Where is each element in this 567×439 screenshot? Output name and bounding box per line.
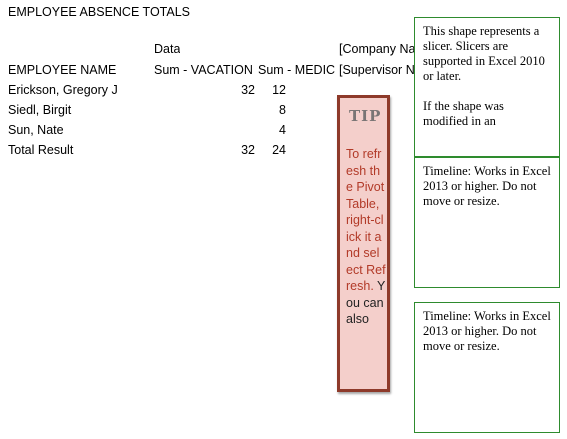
table-row-vacation: 32: [241, 83, 255, 97]
table-row-name: Siedl, Birgit: [8, 103, 72, 117]
table-row-medical: 12: [272, 83, 286, 97]
tip-shape[interactable]: TIP: [337, 95, 390, 392]
table-row-medical: 8: [279, 103, 286, 117]
slicer-note-text: This shape represents a slicer. Slicers …: [423, 24, 545, 83]
tip-overflow-text: You can also: [346, 279, 386, 326]
total-row-medical: 24: [272, 143, 286, 157]
employee-name-header: EMPLOYEE NAME: [8, 63, 117, 77]
medical-header: Sum - MEDIC: [258, 63, 336, 77]
total-row-label: Total Result: [8, 143, 74, 157]
tip-text: To refresh the Pivot Table, right-click …: [346, 146, 386, 328]
supervisor-header: [Supervisor N: [339, 63, 415, 77]
tip-title: TIP: [349, 107, 382, 125]
vacation-header: Sum - VACATION: [154, 63, 253, 77]
report-title: EMPLOYEE ABSENCE TOTALS: [8, 5, 191, 19]
tip-body: To refresh the Pivot Table, right-click …: [346, 147, 386, 293]
table-row-name: Erickson, Gregory J: [8, 83, 118, 97]
timeline-note-text: Timeline: Works in Excel 2013 or higher.…: [423, 309, 551, 353]
table-row-name: Sun, Nate: [8, 123, 64, 137]
timeline-placeholder-shape[interactable]: Timeline: Works in Excel 2013 or higher.…: [414, 302, 560, 433]
timeline-note-text: Timeline: Works in Excel 2013 or higher.…: [423, 164, 551, 208]
slicer-placeholder-shape[interactable]: This shape represents a slicer. Slicers …: [414, 17, 560, 157]
timeline-placeholder-shape[interactable]: Timeline: Works in Excel 2013 or higher.…: [414, 157, 560, 288]
data-header: Data: [154, 42, 181, 56]
company-header: [Company Na: [339, 42, 415, 56]
table-row-medical: 4: [279, 123, 286, 137]
slicer-note-text-2: If the shape was modified in an: [423, 99, 504, 128]
total-row-vacation: 32: [241, 143, 255, 157]
